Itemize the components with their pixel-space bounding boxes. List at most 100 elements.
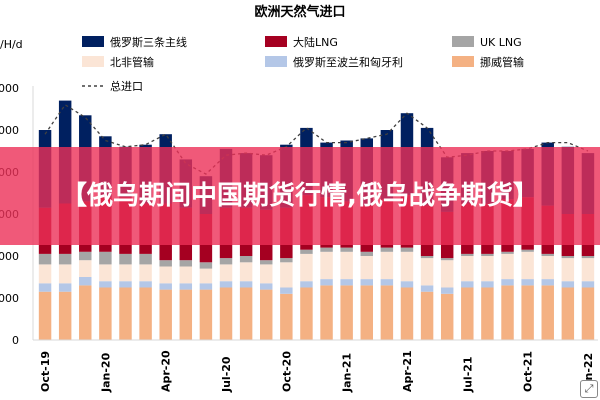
bar-segment [501,253,514,280]
bar-segment [259,264,273,284]
bar-segment [561,287,575,340]
bar-segment [239,281,253,288]
bar-segment [239,287,253,340]
legend-label: UK LNG [480,36,522,49]
bar-segment [38,253,52,265]
y-axis-unit-label: /H/d [0,38,23,51]
bar-segment [300,287,313,340]
bar-segment [501,285,514,340]
bar-segment [58,283,72,292]
bar-segment [139,287,152,340]
bar-segment [340,251,353,280]
bar-segment [400,287,414,340]
bar-segment [280,262,293,288]
bar-segment [320,279,333,286]
bar-segment [259,283,273,290]
bar-segment [581,287,595,340]
bar-segment [99,281,112,288]
x-tick-label: Oct-19 [39,351,52,392]
legend-swatch [82,56,104,67]
bar-segment [139,253,152,265]
bar-segment [119,287,132,340]
bar-segment [581,258,595,282]
bar-segment [481,281,494,288]
y-tick-label: 000 [0,292,19,305]
bar-segment [179,266,193,284]
x-tick-label: Apr-21 [401,350,414,392]
banner-text: 【俄乌期间中国期货行情,俄乌战争期货】 [61,181,539,211]
y-tick-label: 000 [0,250,19,263]
bar-segment [320,251,333,280]
y-tick-label: 000 [0,82,19,95]
bar-segment [159,283,172,290]
bar-segment [119,281,132,288]
bar-segment [300,253,313,282]
bar-segment [58,253,72,265]
bar-segment [420,256,434,259]
bar-segment [400,247,414,252]
bar-segment [79,251,92,261]
bar-segment [199,262,213,269]
bar-segment [58,264,72,284]
bar-segment [581,281,595,288]
legend-swatch [452,56,474,67]
bar-segment [300,281,313,288]
bar-segment [360,251,374,256]
bar-segment [561,281,575,288]
bar-segment [521,249,534,252]
bar-segment [300,249,313,254]
bar-segment [461,253,474,256]
bar-segment [79,260,92,277]
bar-segment [440,260,454,288]
legend-label: 挪威管输 [480,55,524,69]
bar-segment [581,256,595,259]
bar-segment [521,251,534,280]
bar-segment [541,253,554,256]
bar-segment [541,285,554,340]
bar-segment [501,279,514,286]
bar-segment [159,289,172,340]
bar-segment [521,279,534,286]
bar-segment [179,283,193,290]
bar-segment [199,283,213,290]
bar-segment [561,256,575,259]
promo-banner: 【俄乌期间中国期货行情,俄乌战争期货】 [0,147,600,245]
x-tick-label: Jul-21 [461,356,474,393]
x-tick-label: Jan-20 [99,352,112,393]
bar-segment [38,264,52,284]
y-tick-label: 000 [0,124,19,137]
bar-segment [259,260,273,265]
x-tick-label: Jul-20 [220,356,233,393]
legend-swatch [265,36,287,47]
legend-label: 俄罗斯三条主线 [110,35,187,49]
bar-segment [219,258,233,265]
bar-segment [199,268,213,284]
bar-segment [380,247,394,252]
expand-icon[interactable]: ⤢ [580,380,598,398]
chart-title: 欧洲天然气进口 [254,4,345,20]
bar-segment [99,287,112,340]
bar-segment [420,285,434,292]
bar-segment [219,287,233,340]
total-import-series-line [44,103,589,175]
bar-segment [219,281,233,288]
bar-segment [239,262,253,282]
bar-segment [119,253,132,265]
bar-segment [440,287,454,294]
bar-segment [380,251,394,280]
bar-segment [400,281,414,288]
bar-segment [199,289,213,340]
bar-segment [179,289,193,340]
legend-label: 北非管输 [110,55,154,69]
bar-segment [461,256,474,282]
bar-segment [561,258,575,282]
bar-segment [320,247,333,252]
x-tick-label: Apr-20 [160,350,173,392]
bar-segment [219,264,233,282]
legend-swatch [265,56,287,67]
bar-segment [139,264,152,282]
bar-segment [79,277,92,286]
x-tick-label: Oct-21 [522,351,535,392]
bar-segment [79,285,92,340]
bar-segment [280,287,293,294]
